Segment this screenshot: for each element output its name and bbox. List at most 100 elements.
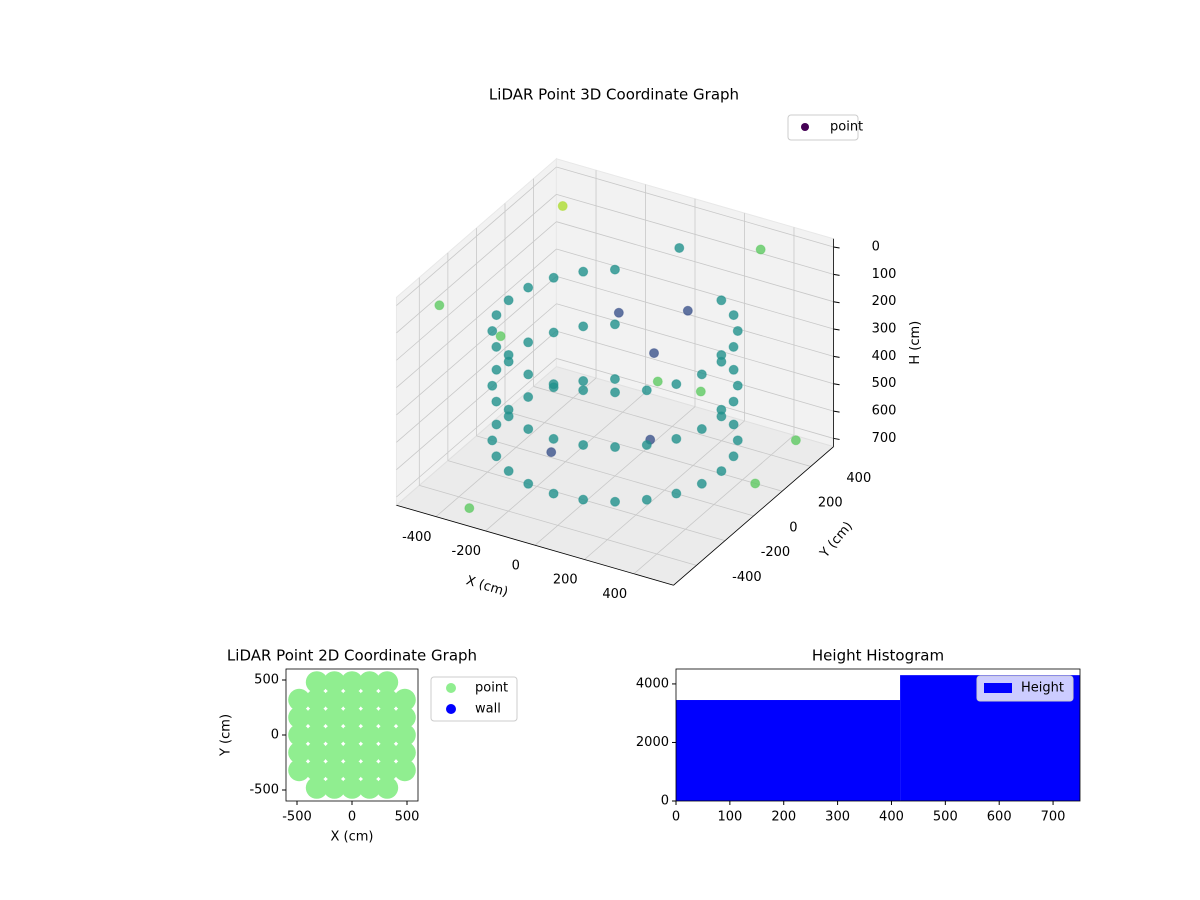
point bbox=[728, 364, 739, 375]
legend-box bbox=[787, 114, 859, 141]
point bbox=[652, 376, 663, 387]
point bbox=[358, 706, 381, 729]
z-tick-label: 400 bbox=[872, 349, 897, 364]
point bbox=[305, 741, 328, 764]
x-tick-label: 700 bbox=[1041, 810, 1066, 825]
point bbox=[491, 419, 502, 430]
point bbox=[523, 424, 534, 435]
axis-line bbox=[673, 446, 834, 586]
point bbox=[323, 759, 346, 782]
y-tick-label: -500 bbox=[249, 783, 279, 798]
point bbox=[641, 439, 652, 450]
bar bbox=[676, 700, 901, 801]
point bbox=[610, 496, 621, 507]
point bbox=[578, 376, 589, 387]
point bbox=[341, 724, 363, 746]
point bbox=[609, 373, 620, 384]
point bbox=[358, 741, 381, 764]
legend-label: point bbox=[830, 120, 863, 135]
grid-line bbox=[396, 166, 557, 306]
point bbox=[671, 433, 682, 444]
z-tick bbox=[833, 246, 840, 249]
point bbox=[487, 435, 498, 446]
point bbox=[495, 331, 506, 342]
point bbox=[341, 688, 363, 711]
x-tick-label: 400 bbox=[879, 810, 904, 825]
point bbox=[609, 264, 620, 275]
point bbox=[695, 386, 706, 397]
point bbox=[728, 341, 739, 352]
x-tick-label: 0 bbox=[672, 810, 680, 825]
x-tick-label: -500 bbox=[282, 810, 312, 825]
grid-line bbox=[396, 358, 557, 498]
point bbox=[503, 356, 514, 367]
point bbox=[641, 494, 652, 505]
plot-area bbox=[288, 671, 416, 799]
point bbox=[523, 478, 534, 489]
y-tick-label: 0 bbox=[661, 794, 669, 809]
x-tick-label: 200 bbox=[553, 573, 578, 588]
x-tick-label: 200 bbox=[771, 810, 796, 825]
point bbox=[546, 447, 557, 458]
point bbox=[341, 759, 363, 782]
x-axis-label: X (cm) bbox=[464, 573, 510, 600]
grid-line bbox=[556, 193, 834, 275]
point bbox=[503, 295, 514, 306]
point bbox=[523, 337, 534, 348]
point bbox=[610, 442, 621, 453]
point bbox=[288, 724, 311, 746]
point bbox=[393, 724, 416, 746]
legend-box bbox=[976, 675, 1074, 702]
point bbox=[434, 300, 445, 311]
point bbox=[578, 321, 589, 332]
point bbox=[323, 671, 346, 694]
point bbox=[548, 327, 559, 338]
grid-line bbox=[556, 276, 834, 357]
point bbox=[671, 488, 682, 499]
point bbox=[649, 348, 660, 359]
point bbox=[491, 364, 502, 375]
grid-line bbox=[556, 330, 834, 412]
point bbox=[305, 671, 328, 694]
x-tick-label: 300 bbox=[825, 810, 850, 825]
point bbox=[491, 451, 502, 462]
z-tick bbox=[833, 301, 840, 304]
point bbox=[305, 776, 328, 799]
point bbox=[523, 369, 534, 380]
point bbox=[376, 776, 399, 799]
point bbox=[323, 741, 346, 764]
point bbox=[288, 688, 311, 711]
point bbox=[376, 688, 399, 711]
grid-line bbox=[556, 221, 834, 303]
z-tick-label: 700 bbox=[872, 431, 897, 446]
point bbox=[716, 466, 727, 477]
point bbox=[728, 419, 739, 430]
z-tick bbox=[833, 328, 840, 331]
z-tick-label: 300 bbox=[872, 322, 897, 337]
point bbox=[305, 724, 328, 746]
point bbox=[557, 201, 568, 212]
y-tick-label: 0 bbox=[789, 520, 797, 535]
point bbox=[503, 466, 514, 477]
point bbox=[682, 305, 693, 316]
point bbox=[696, 369, 707, 380]
legend-label: point bbox=[475, 681, 508, 696]
z-tick bbox=[833, 410, 840, 413]
point bbox=[790, 435, 801, 446]
point bbox=[671, 379, 682, 390]
point bbox=[288, 741, 311, 764]
point bbox=[358, 688, 381, 711]
grid-line bbox=[556, 166, 834, 248]
point bbox=[341, 776, 363, 799]
point bbox=[523, 282, 534, 293]
point bbox=[578, 494, 589, 505]
legend-marker bbox=[984, 683, 1012, 693]
point bbox=[393, 741, 416, 764]
z-tick bbox=[833, 355, 840, 358]
legend-marker bbox=[801, 123, 809, 131]
point bbox=[755, 244, 766, 255]
point bbox=[341, 741, 363, 764]
point bbox=[393, 759, 416, 782]
chart-title: Height Histogram bbox=[812, 647, 944, 665]
point bbox=[393, 688, 416, 711]
